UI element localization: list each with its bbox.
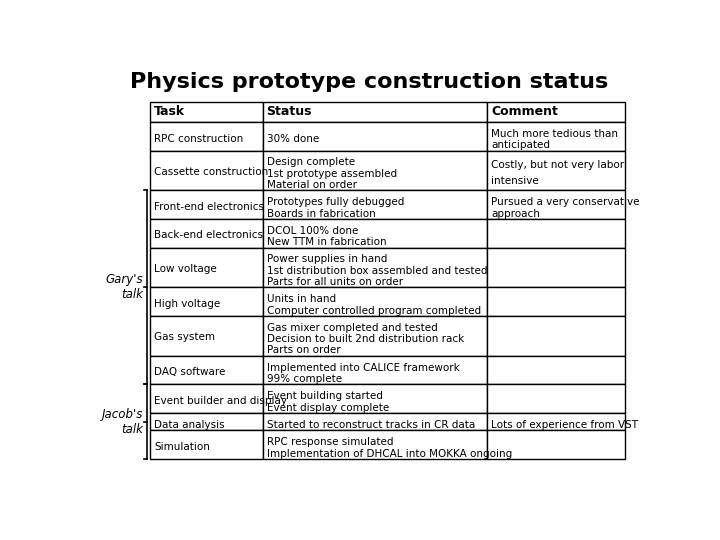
Text: 1st prototype assembled: 1st prototype assembled bbox=[266, 169, 397, 179]
Text: Pursued a very conservative: Pursued a very conservative bbox=[491, 197, 639, 207]
Text: Simulation: Simulation bbox=[154, 442, 210, 452]
Text: Material on order: Material on order bbox=[266, 180, 356, 190]
Text: Event builder and display: Event builder and display bbox=[154, 396, 287, 406]
Bar bbox=[263, 219, 487, 248]
Bar bbox=[150, 248, 263, 287]
Text: Gas system: Gas system bbox=[154, 332, 215, 342]
Bar bbox=[150, 356, 263, 384]
Text: Design complete: Design complete bbox=[266, 158, 355, 167]
Text: Started to reconstruct tracks in CR data: Started to reconstruct tracks in CR data bbox=[266, 420, 474, 430]
Text: Costly, but not very labor: Costly, but not very labor bbox=[491, 160, 624, 170]
Bar bbox=[150, 122, 263, 151]
Bar bbox=[487, 430, 625, 459]
Bar bbox=[263, 430, 487, 459]
Text: Boards in fabrication: Boards in fabrication bbox=[266, 208, 375, 219]
Text: DAQ software: DAQ software bbox=[154, 367, 225, 377]
Text: Implemented into CALICE framework: Implemented into CALICE framework bbox=[266, 362, 459, 373]
Text: anticipated: anticipated bbox=[491, 140, 550, 150]
Bar bbox=[487, 287, 625, 316]
Text: Status: Status bbox=[266, 105, 312, 118]
Text: Data analysis: Data analysis bbox=[154, 420, 225, 430]
Text: 30% done: 30% done bbox=[266, 133, 319, 144]
Text: Comment: Comment bbox=[491, 105, 558, 118]
Text: DCOL 100% done: DCOL 100% done bbox=[266, 226, 358, 236]
Bar bbox=[263, 122, 487, 151]
Text: Parts for all units on order: Parts for all units on order bbox=[266, 277, 402, 287]
Bar bbox=[487, 356, 625, 384]
Text: New TTM in fabrication: New TTM in fabrication bbox=[266, 237, 386, 247]
Bar bbox=[263, 413, 487, 430]
Text: Computer controlled program completed: Computer controlled program completed bbox=[266, 306, 481, 316]
Bar bbox=[263, 316, 487, 356]
Bar bbox=[487, 122, 625, 151]
Bar bbox=[150, 287, 263, 316]
Text: Power supplies in hand: Power supplies in hand bbox=[266, 254, 387, 265]
Text: Gary's
talk: Gary's talk bbox=[106, 273, 143, 301]
Text: Parts on order: Parts on order bbox=[266, 346, 340, 355]
Bar bbox=[150, 413, 263, 430]
Bar bbox=[487, 316, 625, 356]
Text: RPC response simulated: RPC response simulated bbox=[266, 437, 393, 447]
Text: 1st distribution box assembled and tested: 1st distribution box assembled and teste… bbox=[266, 266, 487, 276]
Bar bbox=[487, 219, 625, 248]
Text: High voltage: High voltage bbox=[154, 299, 220, 309]
Bar bbox=[150, 384, 263, 413]
Text: Gas mixer completed and tested: Gas mixer completed and tested bbox=[266, 323, 437, 333]
Text: Much more tedious than: Much more tedious than bbox=[491, 129, 618, 139]
Text: Jacob's
talk: Jacob's talk bbox=[102, 408, 143, 436]
Text: Task: Task bbox=[154, 105, 186, 118]
Text: RPC construction: RPC construction bbox=[154, 133, 243, 144]
Text: Low voltage: Low voltage bbox=[154, 264, 217, 273]
Bar bbox=[150, 151, 263, 191]
Bar bbox=[263, 151, 487, 191]
Bar bbox=[487, 248, 625, 287]
Bar bbox=[150, 219, 263, 248]
Bar bbox=[487, 384, 625, 413]
Bar bbox=[150, 430, 263, 459]
Bar bbox=[263, 356, 487, 384]
Text: Units in hand: Units in hand bbox=[266, 294, 336, 304]
Bar bbox=[487, 191, 625, 219]
Text: Back-end electronics: Back-end electronics bbox=[154, 231, 264, 240]
Bar bbox=[487, 413, 625, 430]
Bar bbox=[150, 316, 263, 356]
Text: Decision to built 2nd distribution rack: Decision to built 2nd distribution rack bbox=[266, 334, 464, 344]
Text: Prototypes fully debugged: Prototypes fully debugged bbox=[266, 197, 404, 207]
Bar bbox=[263, 384, 487, 413]
Text: Event building started: Event building started bbox=[266, 391, 382, 401]
Bar bbox=[263, 248, 487, 287]
Text: Front-end electronics: Front-end electronics bbox=[154, 202, 264, 212]
Bar bbox=[263, 287, 487, 316]
Text: Event display complete: Event display complete bbox=[266, 403, 389, 413]
Text: approach: approach bbox=[491, 208, 540, 219]
Bar bbox=[150, 191, 263, 219]
Text: 99% complete: 99% complete bbox=[266, 374, 342, 384]
Bar bbox=[263, 102, 487, 122]
Text: Physics prototype construction status: Physics prototype construction status bbox=[130, 72, 608, 92]
Bar bbox=[487, 151, 625, 191]
Bar bbox=[150, 102, 263, 122]
Text: Implementation of DHCAL into MOKKA ongoing: Implementation of DHCAL into MOKKA ongoi… bbox=[266, 449, 512, 459]
Bar bbox=[263, 191, 487, 219]
Text: Cassette construction: Cassette construction bbox=[154, 166, 269, 177]
Bar bbox=[487, 102, 625, 122]
Text: intensive: intensive bbox=[491, 176, 539, 186]
Text: Lots of experience from VST: Lots of experience from VST bbox=[491, 420, 638, 430]
